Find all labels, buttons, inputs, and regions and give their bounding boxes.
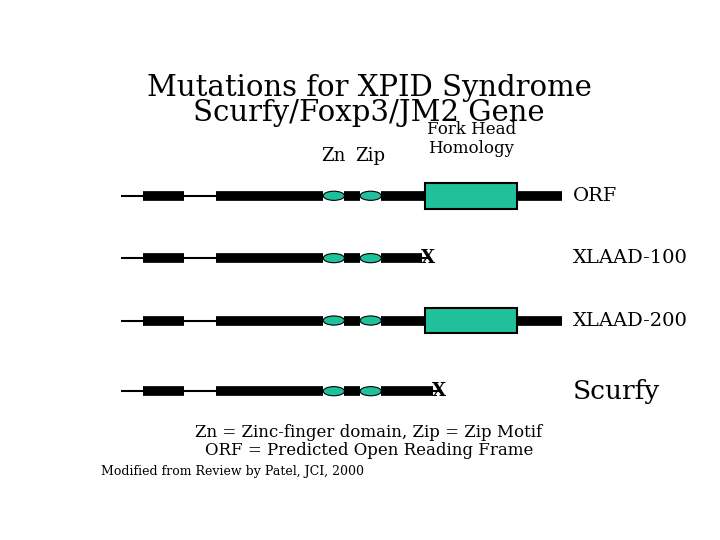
Text: XLAAD-100: XLAAD-100 xyxy=(572,249,688,267)
Text: XLAAD-200: XLAAD-200 xyxy=(572,312,688,329)
Bar xyxy=(425,183,517,208)
Ellipse shape xyxy=(323,191,344,200)
Text: Fork Head
Homology: Fork Head Homology xyxy=(426,120,516,157)
Text: Scurfy/Foxp3/JM2 Gene: Scurfy/Foxp3/JM2 Gene xyxy=(193,99,545,126)
Text: ORF: ORF xyxy=(572,187,617,205)
Ellipse shape xyxy=(323,387,344,396)
Ellipse shape xyxy=(323,254,344,263)
Ellipse shape xyxy=(323,316,344,325)
Bar xyxy=(425,308,517,333)
Text: Mutations for XPID Syndrome: Mutations for XPID Syndrome xyxy=(147,73,591,102)
Text: Scurfy: Scurfy xyxy=(572,379,660,404)
Text: Zn: Zn xyxy=(322,146,346,165)
Ellipse shape xyxy=(360,254,382,263)
Text: X: X xyxy=(432,382,446,400)
Ellipse shape xyxy=(360,387,382,396)
Text: ORF = Predicted Open Reading Frame: ORF = Predicted Open Reading Frame xyxy=(204,442,534,459)
Text: Zip: Zip xyxy=(356,146,386,165)
Text: Zn = Zinc-finger domain, Zip = Zip Motif: Zn = Zinc-finger domain, Zip = Zip Motif xyxy=(195,424,543,441)
Ellipse shape xyxy=(360,316,382,325)
Text: Modified from Review by Patel, JCI, 2000: Modified from Review by Patel, JCI, 2000 xyxy=(101,465,364,478)
Text: X: X xyxy=(420,249,435,267)
Ellipse shape xyxy=(360,191,382,200)
